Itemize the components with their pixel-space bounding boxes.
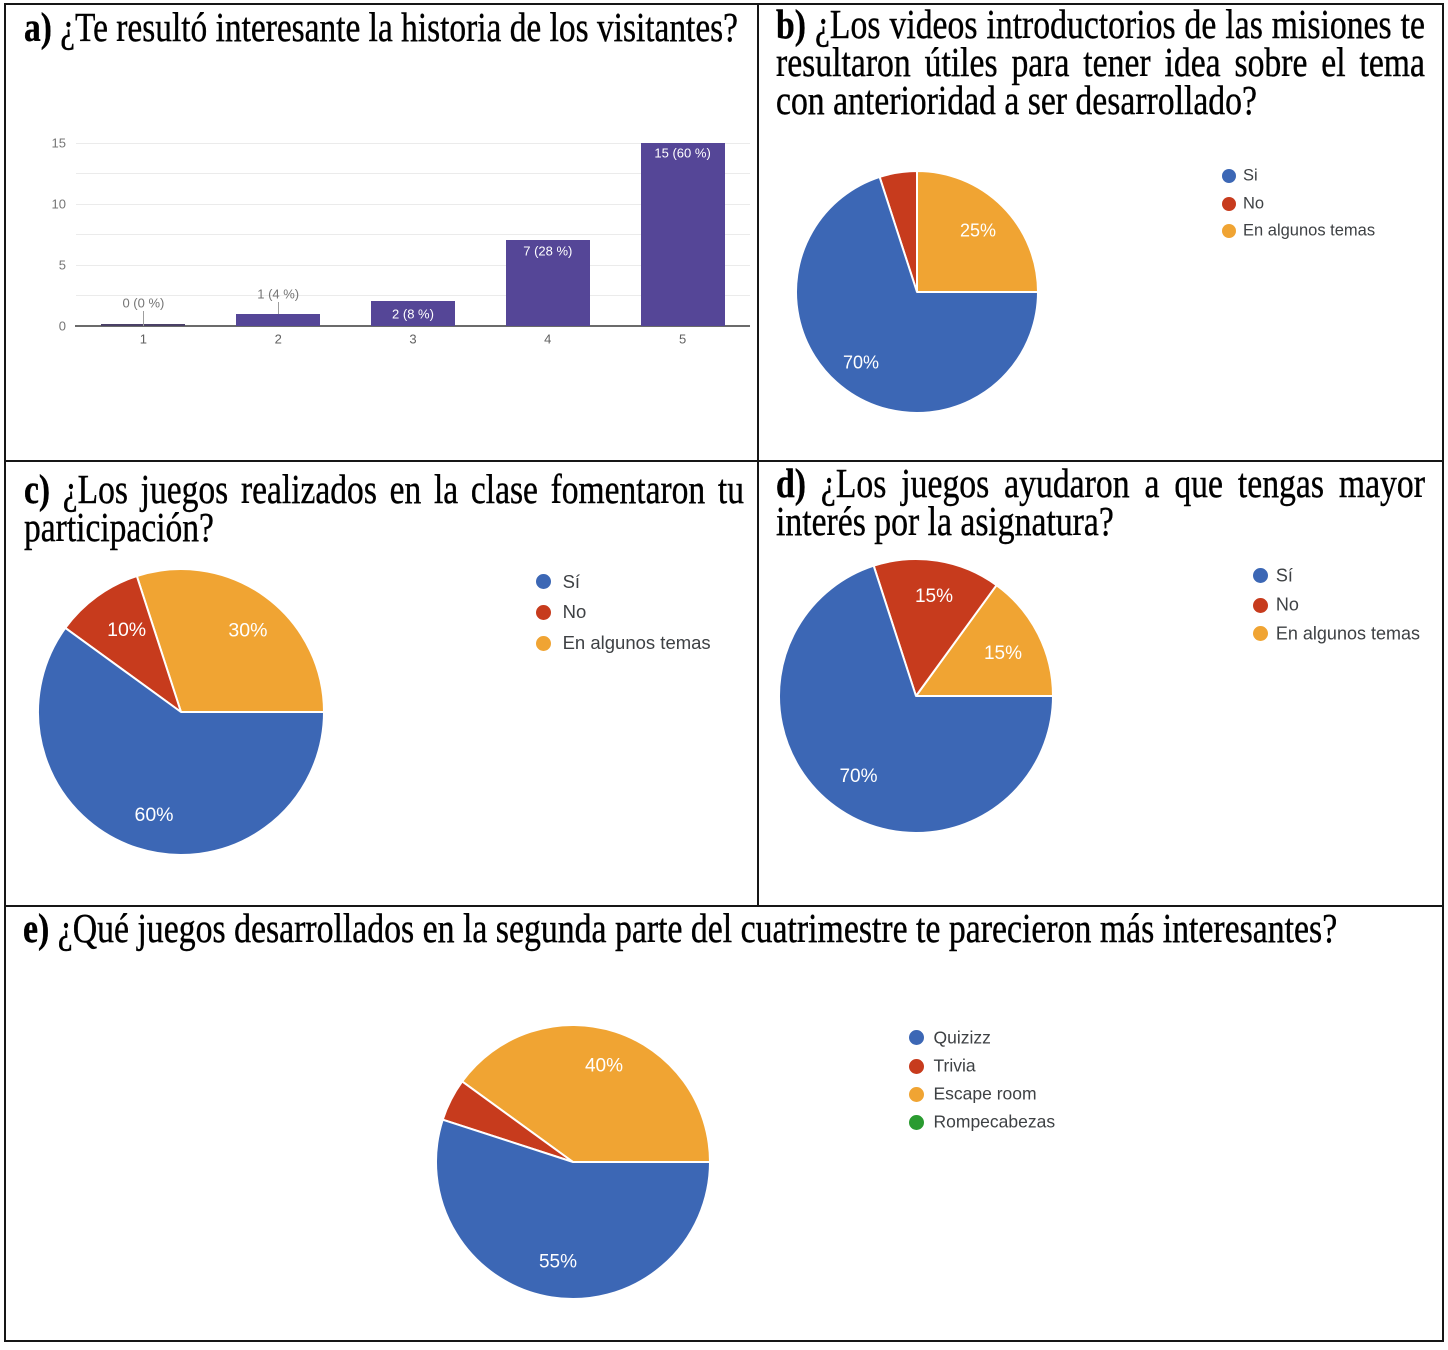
svg-text:60%: 60%	[134, 804, 173, 826]
svg-text:15%: 15%	[984, 643, 1022, 664]
svg-text:70%: 70%	[839, 766, 877, 787]
svg-text:25%: 25%	[960, 221, 996, 241]
svg-text:10%: 10%	[107, 619, 146, 641]
svg-text:40%: 40%	[585, 1056, 623, 1077]
svg-text:70%: 70%	[843, 353, 879, 373]
svg-text:55%: 55%	[539, 1252, 577, 1273]
svg-text:15%: 15%	[915, 586, 953, 607]
svg-text:30%: 30%	[228, 620, 267, 642]
